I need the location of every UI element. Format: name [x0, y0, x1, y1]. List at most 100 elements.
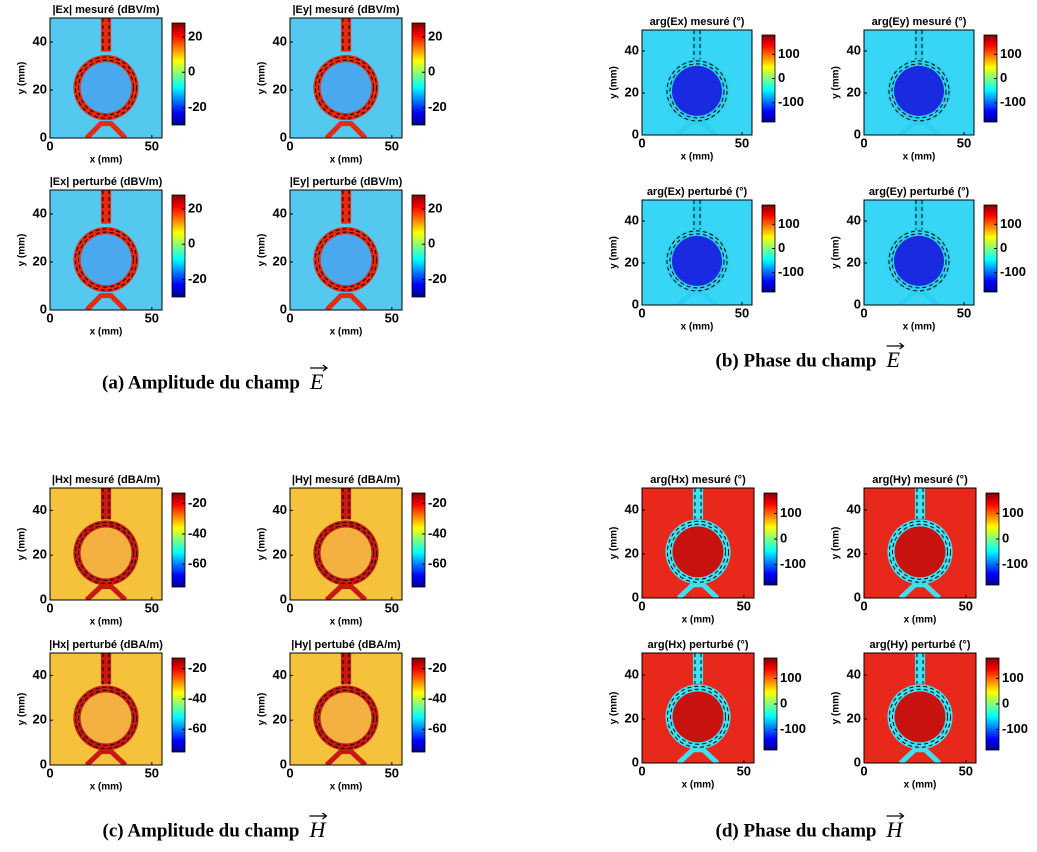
feed-line — [914, 653, 926, 684]
x-tick-label: 0 — [46, 600, 53, 615]
x-tick-label: 50 — [385, 600, 399, 615]
y-label: y (mm) — [609, 527, 620, 560]
colorbar-tick-label: -60 — [188, 721, 207, 736]
x-tick-label: 50 — [385, 138, 399, 153]
colorbar-tick-label: -100 — [778, 94, 804, 109]
heatmap — [290, 653, 402, 765]
ring-inner — [894, 235, 944, 286]
x-label: x (mm) — [330, 782, 363, 793]
colorbar-tick-label: 100 — [1000, 46, 1022, 61]
plot: arg(Hy) mesuré (°) 0 50 0 20 40 x (mm) y (mm) 10… — [831, 474, 1028, 626]
heatmap — [290, 18, 402, 138]
colorbar-tick-label: -40 — [188, 690, 207, 705]
ring-inner — [672, 65, 722, 116]
y-label: y (mm) — [831, 66, 842, 99]
colorbar-tick-label: -40 — [428, 525, 447, 540]
colorbar-tick-label: 0 — [780, 530, 787, 545]
heatmap — [864, 30, 974, 135]
vector-arrow-head — [322, 364, 328, 372]
y-tick-label: 0 — [854, 754, 861, 769]
ring-inner — [894, 65, 944, 116]
axes-frame — [863, 199, 975, 306]
feed-bottom — [324, 584, 368, 600]
y-tick-label: 20 — [33, 712, 47, 727]
x-label: x (mm) — [330, 155, 363, 166]
dashed-circle — [891, 233, 947, 289]
y-label: y (mm) — [609, 236, 620, 269]
y-tick-label: 40 — [33, 667, 47, 682]
y-tick-label: 40 — [33, 33, 47, 48]
dashed-circle — [78, 59, 134, 116]
dashed-circle — [888, 230, 950, 292]
y-tick-label: 0 — [40, 591, 47, 606]
y-tick-label: 40 — [847, 501, 861, 516]
ring-inner — [320, 234, 372, 286]
heatmap — [864, 653, 976, 763]
feed-line — [692, 488, 704, 519]
plot: |Ex| mesuré (dBV/m) 0 50 0 20 40 x (mm) y (mm) 2… — [17, 4, 207, 166]
y-tick-label: 0 — [854, 126, 861, 141]
feed-line — [914, 30, 924, 60]
x-label: x (mm) — [904, 780, 937, 791]
colorbar — [411, 492, 426, 588]
caption-symbol: E — [886, 347, 901, 372]
axes-frame — [641, 29, 753, 136]
dashed-circle — [318, 59, 374, 116]
plot-title: |Ex| mesuré (dBV/m) — [52, 4, 159, 16]
x-tick-label: 50 — [959, 598, 973, 613]
x-label: x (mm) — [90, 617, 123, 628]
dashed-circle — [888, 685, 952, 748]
x-label: x (mm) — [90, 782, 123, 793]
plot: arg(Hy) perturbé (°) 0 50 0 20 40 x (mm) y (mm)… — [831, 639, 1028, 791]
y-tick-label: 20 — [33, 547, 47, 562]
axes-frame — [49, 652, 163, 766]
vector-arrow-head — [322, 812, 328, 820]
y-label: y (mm) — [609, 66, 620, 99]
dashed-circle — [314, 521, 378, 585]
colorbar-tick-label: -20 — [188, 271, 207, 286]
colorbar-tick-label: 100 — [1002, 505, 1024, 520]
colorbar-tick-label: 100 — [1002, 670, 1024, 685]
colorbar-tick-label: 0 — [428, 64, 435, 79]
colorbar — [171, 194, 186, 298]
dashed-circle — [78, 689, 134, 746]
y-label: y (mm) — [257, 234, 268, 267]
x-tick-label: 0 — [860, 305, 867, 320]
y-tick-label: 40 — [625, 42, 639, 57]
colorbar-tick-label: 0 — [1002, 695, 1009, 710]
caption-symbol: H — [308, 817, 326, 842]
colorbar-tick-label: -60 — [428, 721, 447, 736]
axes-frame — [289, 189, 403, 311]
dashed-circle — [74, 521, 138, 585]
colorbar-tick-label: -100 — [1000, 264, 1026, 279]
colorbar — [411, 22, 426, 126]
feed-bottom — [898, 582, 942, 598]
plot-title: arg(Ex) mesuré (°) — [650, 16, 745, 28]
dashed-circle — [892, 523, 948, 580]
x-tick-label: 0 — [46, 310, 53, 325]
plot-title: arg(Hx) mesuré (°) — [650, 474, 746, 486]
feed-line — [340, 190, 352, 224]
x-tick-label: 0 — [860, 598, 867, 613]
caption: (c) Amplitude du champ — [103, 820, 300, 841]
heatmap — [642, 200, 752, 305]
axes-frame — [863, 652, 977, 764]
feed-line — [340, 653, 352, 685]
x-label: x (mm) — [330, 617, 363, 628]
y-tick-label: 20 — [33, 253, 47, 268]
axes-frame — [49, 189, 163, 311]
axes-frame — [641, 199, 753, 306]
ring-inner — [894, 526, 946, 578]
axes-frame — [641, 652, 755, 764]
x-tick-label: 0 — [286, 138, 293, 153]
feed-bottom — [84, 293, 128, 310]
x-label: x (mm) — [903, 152, 936, 163]
plot-title: |Ex| perturbé (dBV/m) — [50, 176, 163, 188]
y-label: y (mm) — [257, 693, 268, 726]
colorbar-tick-label: -100 — [1002, 721, 1028, 736]
dashed-circle — [318, 524, 374, 581]
heatmap — [50, 190, 162, 310]
dashed-circle — [314, 56, 378, 119]
colorbar-tick-label: -20 — [428, 495, 447, 510]
dashed-circle — [891, 63, 947, 119]
